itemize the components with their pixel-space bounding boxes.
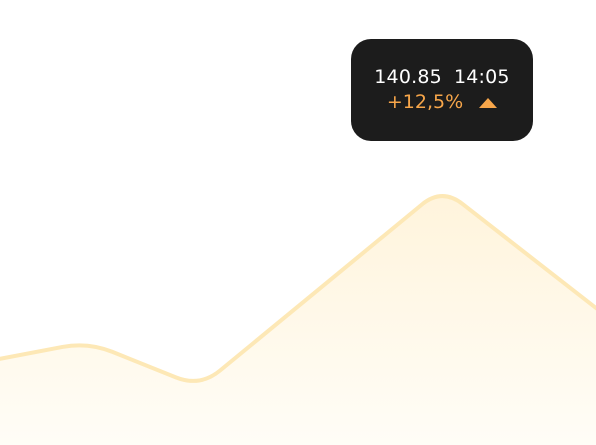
series-line [0,194,596,383]
tooltip-change-row: +12,5% [386,91,498,113]
tooltip-price: 140.85 [374,66,442,88]
value-tooltip: 140.85 14:05 +12,5% [351,39,533,141]
tooltip-time: 14:05 [453,66,510,88]
tooltip-change: +12,5% [386,91,464,113]
tooltip-header: 140.85 14:05 [374,68,509,87]
area-fill [0,196,596,445]
up-arrow-icon [479,98,498,108]
